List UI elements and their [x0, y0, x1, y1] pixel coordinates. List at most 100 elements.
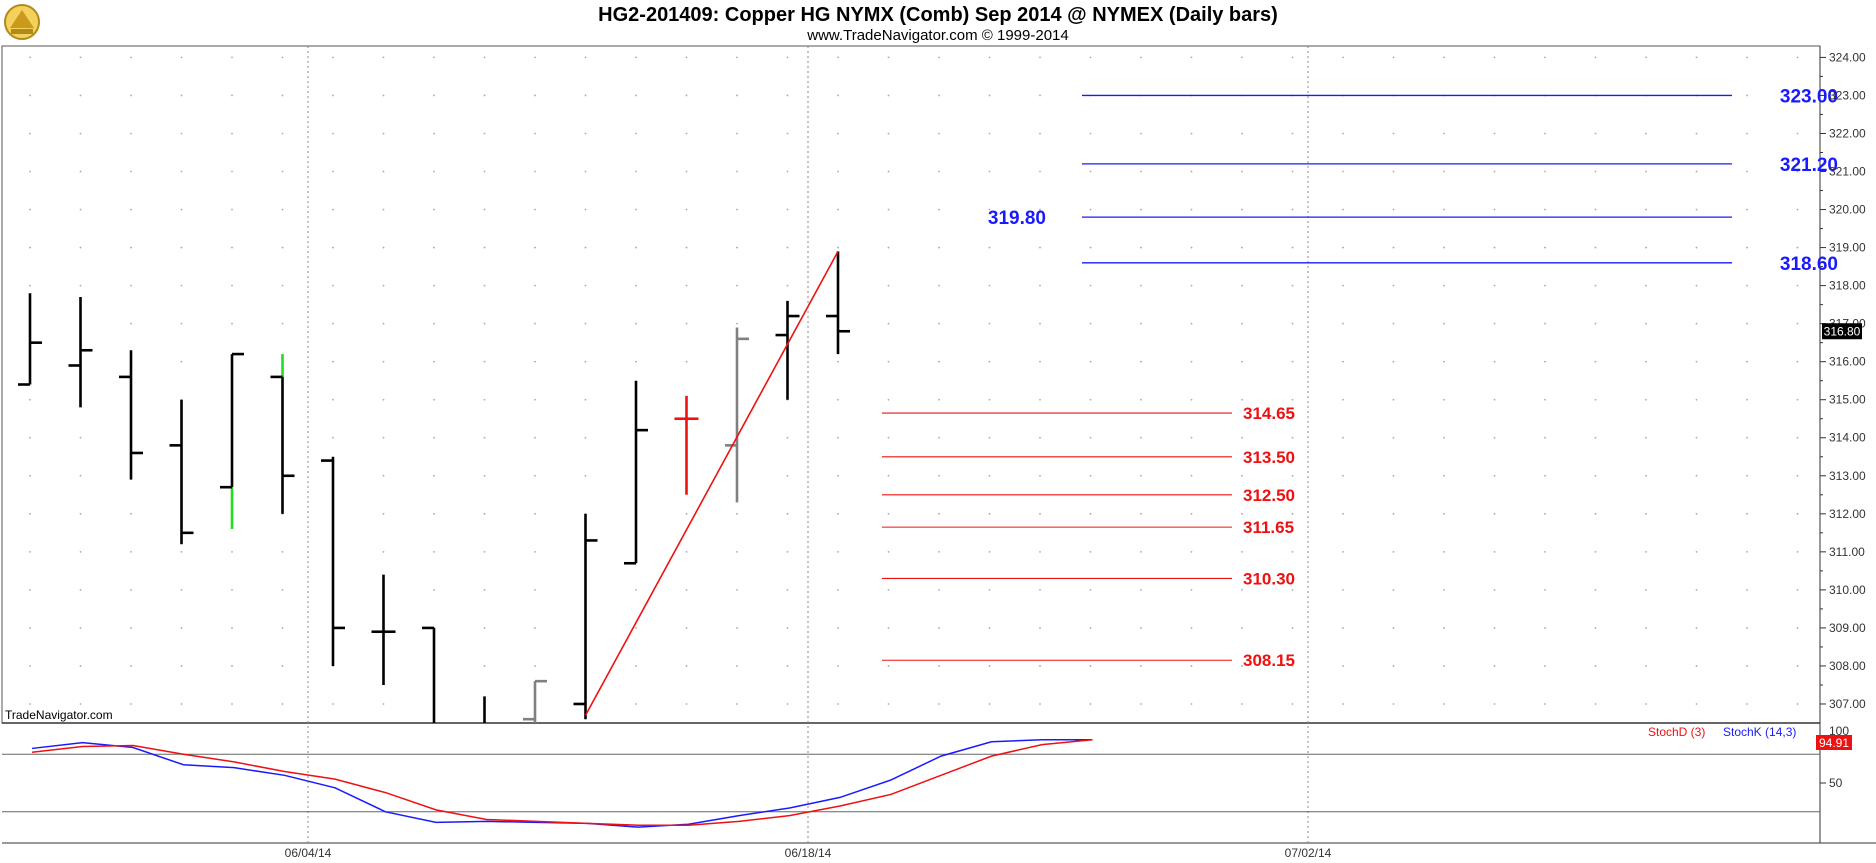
grid-dot [281, 246, 284, 249]
grid-dot [1544, 56, 1546, 59]
grid-dot [786, 627, 789, 629]
grid-dot [1291, 703, 1294, 705]
grid-dot [635, 56, 637, 59]
grid-dot [1392, 360, 1395, 363]
grid-dot [1140, 550, 1142, 553]
ohlc-bar [220, 352, 244, 530]
grid-dot [938, 56, 940, 59]
grid-dot [231, 246, 233, 249]
ohlc-bar [270, 354, 295, 514]
grid-dot [382, 94, 385, 97]
grid-dot [1190, 436, 1193, 439]
grid-dot [180, 94, 183, 97]
grid-dot [1039, 474, 1041, 477]
grid-dot [584, 170, 587, 173]
grid-dot [1392, 322, 1395, 325]
grid-dot [1039, 56, 1041, 59]
grid-dot [483, 208, 486, 211]
ohlc-bar [371, 574, 396, 685]
grid-dot [685, 94, 688, 97]
grid-dot [1695, 550, 1698, 553]
grid-dot [1594, 665, 1597, 667]
price-tick-label: 311.00 [1829, 545, 1865, 559]
support-level-label: 308.15 [1243, 651, 1295, 670]
price-panel-frame [1, 45, 1821, 724]
grid-dot [736, 246, 738, 249]
grid-dot [1392, 665, 1395, 667]
grid-dot [1594, 132, 1597, 135]
grid-dot [635, 665, 637, 667]
grid-dot [1796, 132, 1799, 135]
grid-dot [988, 512, 991, 515]
grid-dot [231, 208, 233, 211]
grid-dot [130, 322, 132, 325]
grid-dot [1291, 665, 1294, 667]
grid-dot [534, 665, 536, 667]
grid-dot [130, 550, 132, 553]
grid-dot [1039, 398, 1041, 401]
grid-dot [231, 665, 233, 667]
grid-dot [1493, 398, 1496, 401]
grid-dot [887, 474, 890, 477]
grid-dot [29, 474, 31, 477]
grid-dot [1039, 360, 1041, 363]
stochastic-panel: 50 100 StochD (3) StochK (14,3) 94.91 [2, 724, 1852, 828]
grid-dot [130, 170, 132, 173]
grid-dot [483, 322, 486, 325]
grid-dot [685, 588, 688, 591]
grid-dot [1342, 246, 1344, 249]
grid-dot [1190, 474, 1193, 477]
grid-dot [1645, 436, 1647, 439]
grid-dot [1796, 246, 1799, 249]
grid-dot [1392, 627, 1395, 629]
price-tick-label: 307.00 [1829, 697, 1866, 711]
grid-dot [433, 132, 435, 135]
trade-navigator-logo-icon[interactable] [4, 4, 40, 40]
grid-dot [1140, 170, 1142, 173]
grid-dot [29, 665, 31, 667]
grid-dot [1089, 474, 1092, 477]
grid-dot [1493, 627, 1496, 629]
grid-dot [988, 550, 991, 553]
grid-dot [938, 208, 940, 211]
grid-dot [1695, 703, 1698, 705]
grid-dot [887, 208, 890, 211]
grid-dot [534, 132, 536, 135]
grid-dot [1493, 360, 1496, 363]
grid-dot [736, 94, 738, 97]
grid-dot [1291, 170, 1294, 173]
grid-dot [1291, 208, 1294, 211]
grid-dot [1089, 284, 1092, 287]
grid-dot [534, 627, 536, 629]
grid-dot [1241, 627, 1243, 629]
grid-dot [584, 284, 587, 287]
grid-dot [433, 436, 435, 439]
grid-dot [1190, 132, 1193, 135]
watermark: TradeNavigator.com [5, 708, 113, 722]
grid-dot [1746, 436, 1748, 439]
grid-dot [332, 132, 334, 135]
grid-dot [1241, 170, 1243, 173]
grid-dot [332, 322, 334, 325]
grid-dot [79, 284, 82, 287]
grid-dot [584, 436, 587, 439]
grid-dot [433, 170, 435, 173]
grid-dot [1291, 474, 1294, 477]
grid-dot [534, 512, 536, 515]
grid-dot [180, 703, 183, 705]
grid-dot [231, 588, 233, 591]
grid-dot [382, 512, 385, 515]
grid-dot [1645, 588, 1647, 591]
grid-dot [281, 588, 284, 591]
grid-dot [1695, 56, 1698, 59]
grid-dot [1796, 170, 1799, 173]
grid-dot [483, 360, 486, 363]
grid-dot [837, 588, 839, 591]
grid-dot [1594, 550, 1597, 553]
grid-dot [837, 474, 839, 477]
grid-dot [79, 436, 82, 439]
grid-dot [1241, 512, 1243, 515]
resistance-level-label: 319.80 [988, 208, 1046, 229]
grid-dot [938, 436, 940, 439]
